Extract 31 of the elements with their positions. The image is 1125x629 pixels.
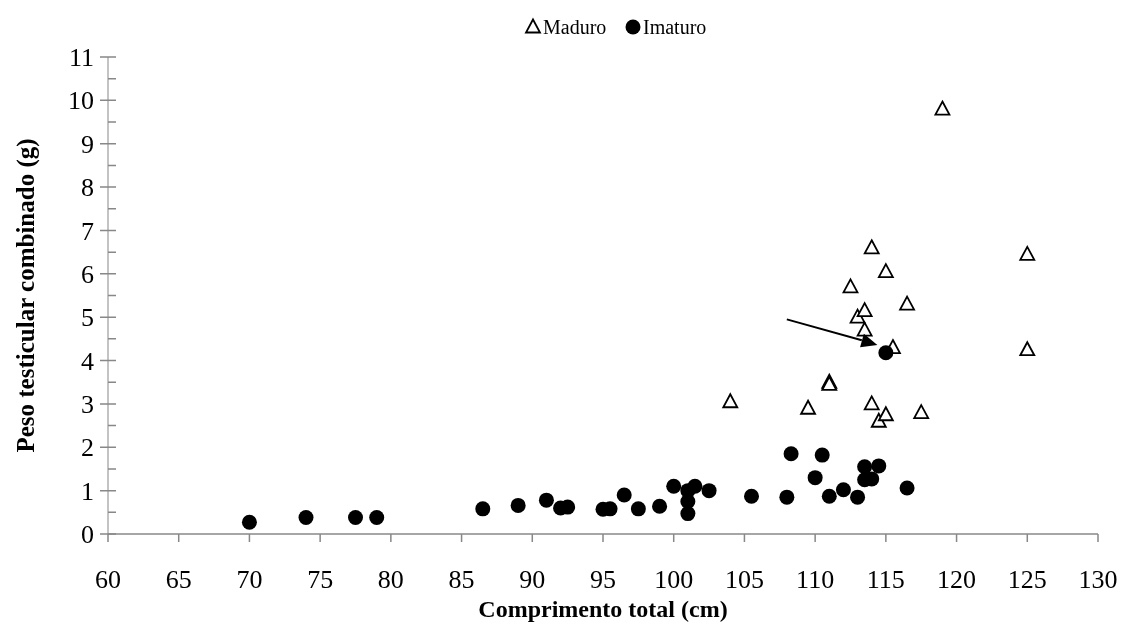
y-tick-label: 8 [81,173,94,203]
y-tick-label: 1 [81,476,94,506]
x-tick-label: 70 [236,565,263,594]
legend-label: Imaturo [643,16,707,38]
y-tick-label: 7 [81,216,94,246]
x-tick-label: 90 [519,565,546,594]
y-tick-label: 5 [81,303,94,333]
y-tick-label: 11 [68,43,94,73]
x-tick-label: 95 [590,565,616,594]
x-tick-label: 120 [937,565,977,594]
x-tick-label: 130 [1078,565,1118,594]
x-tick-label: 115 [866,565,905,594]
y-tick-label: 0 [81,520,94,550]
legend-label: Maduro [543,16,607,38]
y-tick-label: 3 [81,390,94,420]
y-tick-label: 2 [81,433,94,463]
x-tick-label: 105 [724,565,764,594]
y-axis-title: Peso testicular combinado (g) [12,138,40,453]
x-tick-label: 80 [377,565,404,594]
x-tick-label: 125 [1007,565,1047,594]
x-tick-label: 100 [654,565,694,594]
y-tick-label: 6 [81,259,94,289]
y-tick-label: 4 [81,346,94,376]
y-tick-label: 9 [81,129,94,159]
x-tick-label: 60 [95,565,121,594]
x-axis-title: Comprimento total (cm) [478,596,728,622]
x-tick-label: 110 [796,565,835,594]
y-tick-label: 10 [68,86,94,116]
x-tick-label: 75 [307,565,334,594]
x-tick-label: 85 [448,565,475,594]
x-tick-label: 65 [165,565,192,594]
